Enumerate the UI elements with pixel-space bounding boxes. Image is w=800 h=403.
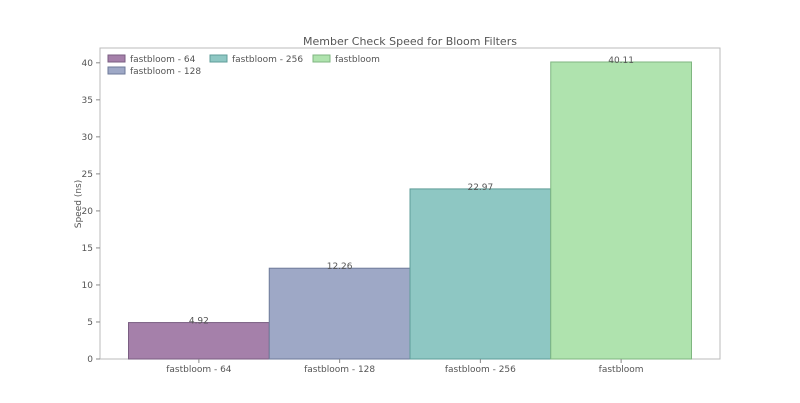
- data-label: 40.11: [608, 56, 634, 66]
- data-label: 22.97: [467, 183, 493, 193]
- legend-label: fastbloom - 256: [232, 55, 303, 65]
- bar: [550, 61, 692, 360]
- y-axis-ticks: 0 5 10 15 20 25 30 35 40: [82, 59, 100, 365]
- legend-swatch: [107, 66, 126, 75]
- bar: [128, 322, 270, 360]
- data-label: 12.26: [327, 262, 353, 272]
- y-axis-label: Speed (ns): [74, 180, 84, 229]
- chart-title: Member Check Speed for Bloom Filters: [303, 35, 517, 48]
- x-tick-label: fastbloom - 256: [445, 365, 516, 375]
- y-tick-label: 40: [82, 59, 94, 69]
- legend-label: fastbloom - 128: [130, 67, 201, 77]
- bars-group: 4.92 12.26 22.97 40.11: [128, 56, 692, 360]
- y-tick-label: 0: [87, 355, 93, 365]
- y-tick-label: 30: [82, 133, 94, 143]
- legend-label: fastbloom: [335, 55, 380, 65]
- data-label: 4.92: [189, 317, 209, 327]
- legend-label: fastbloom - 64: [130, 55, 196, 65]
- legend: fastbloom - 64 fastbloom - 128 fastbloom -…: [107, 54, 380, 77]
- x-tick-label: fastbloom - 128: [304, 365, 375, 375]
- bar: [409, 188, 552, 360]
- legend-swatch: [312, 54, 331, 63]
- legend-swatch: [209, 54, 228, 63]
- x-axis-ticks: fastbloom - 64 fastbloom - 128 fastbloom -…: [166, 359, 644, 375]
- y-tick-label: 10: [82, 281, 94, 291]
- bar: [268, 267, 411, 360]
- y-tick-label: 20: [82, 207, 94, 217]
- y-tick-label: 25: [82, 170, 93, 180]
- y-tick-label: 15: [82, 244, 93, 254]
- legend-swatch: [107, 54, 126, 63]
- y-tick-label: 5: [87, 318, 93, 328]
- y-tick-label: 35: [82, 96, 93, 106]
- x-tick-label: fastbloom - 64: [166, 365, 232, 375]
- x-tick-label: fastbloom: [599, 365, 644, 375]
